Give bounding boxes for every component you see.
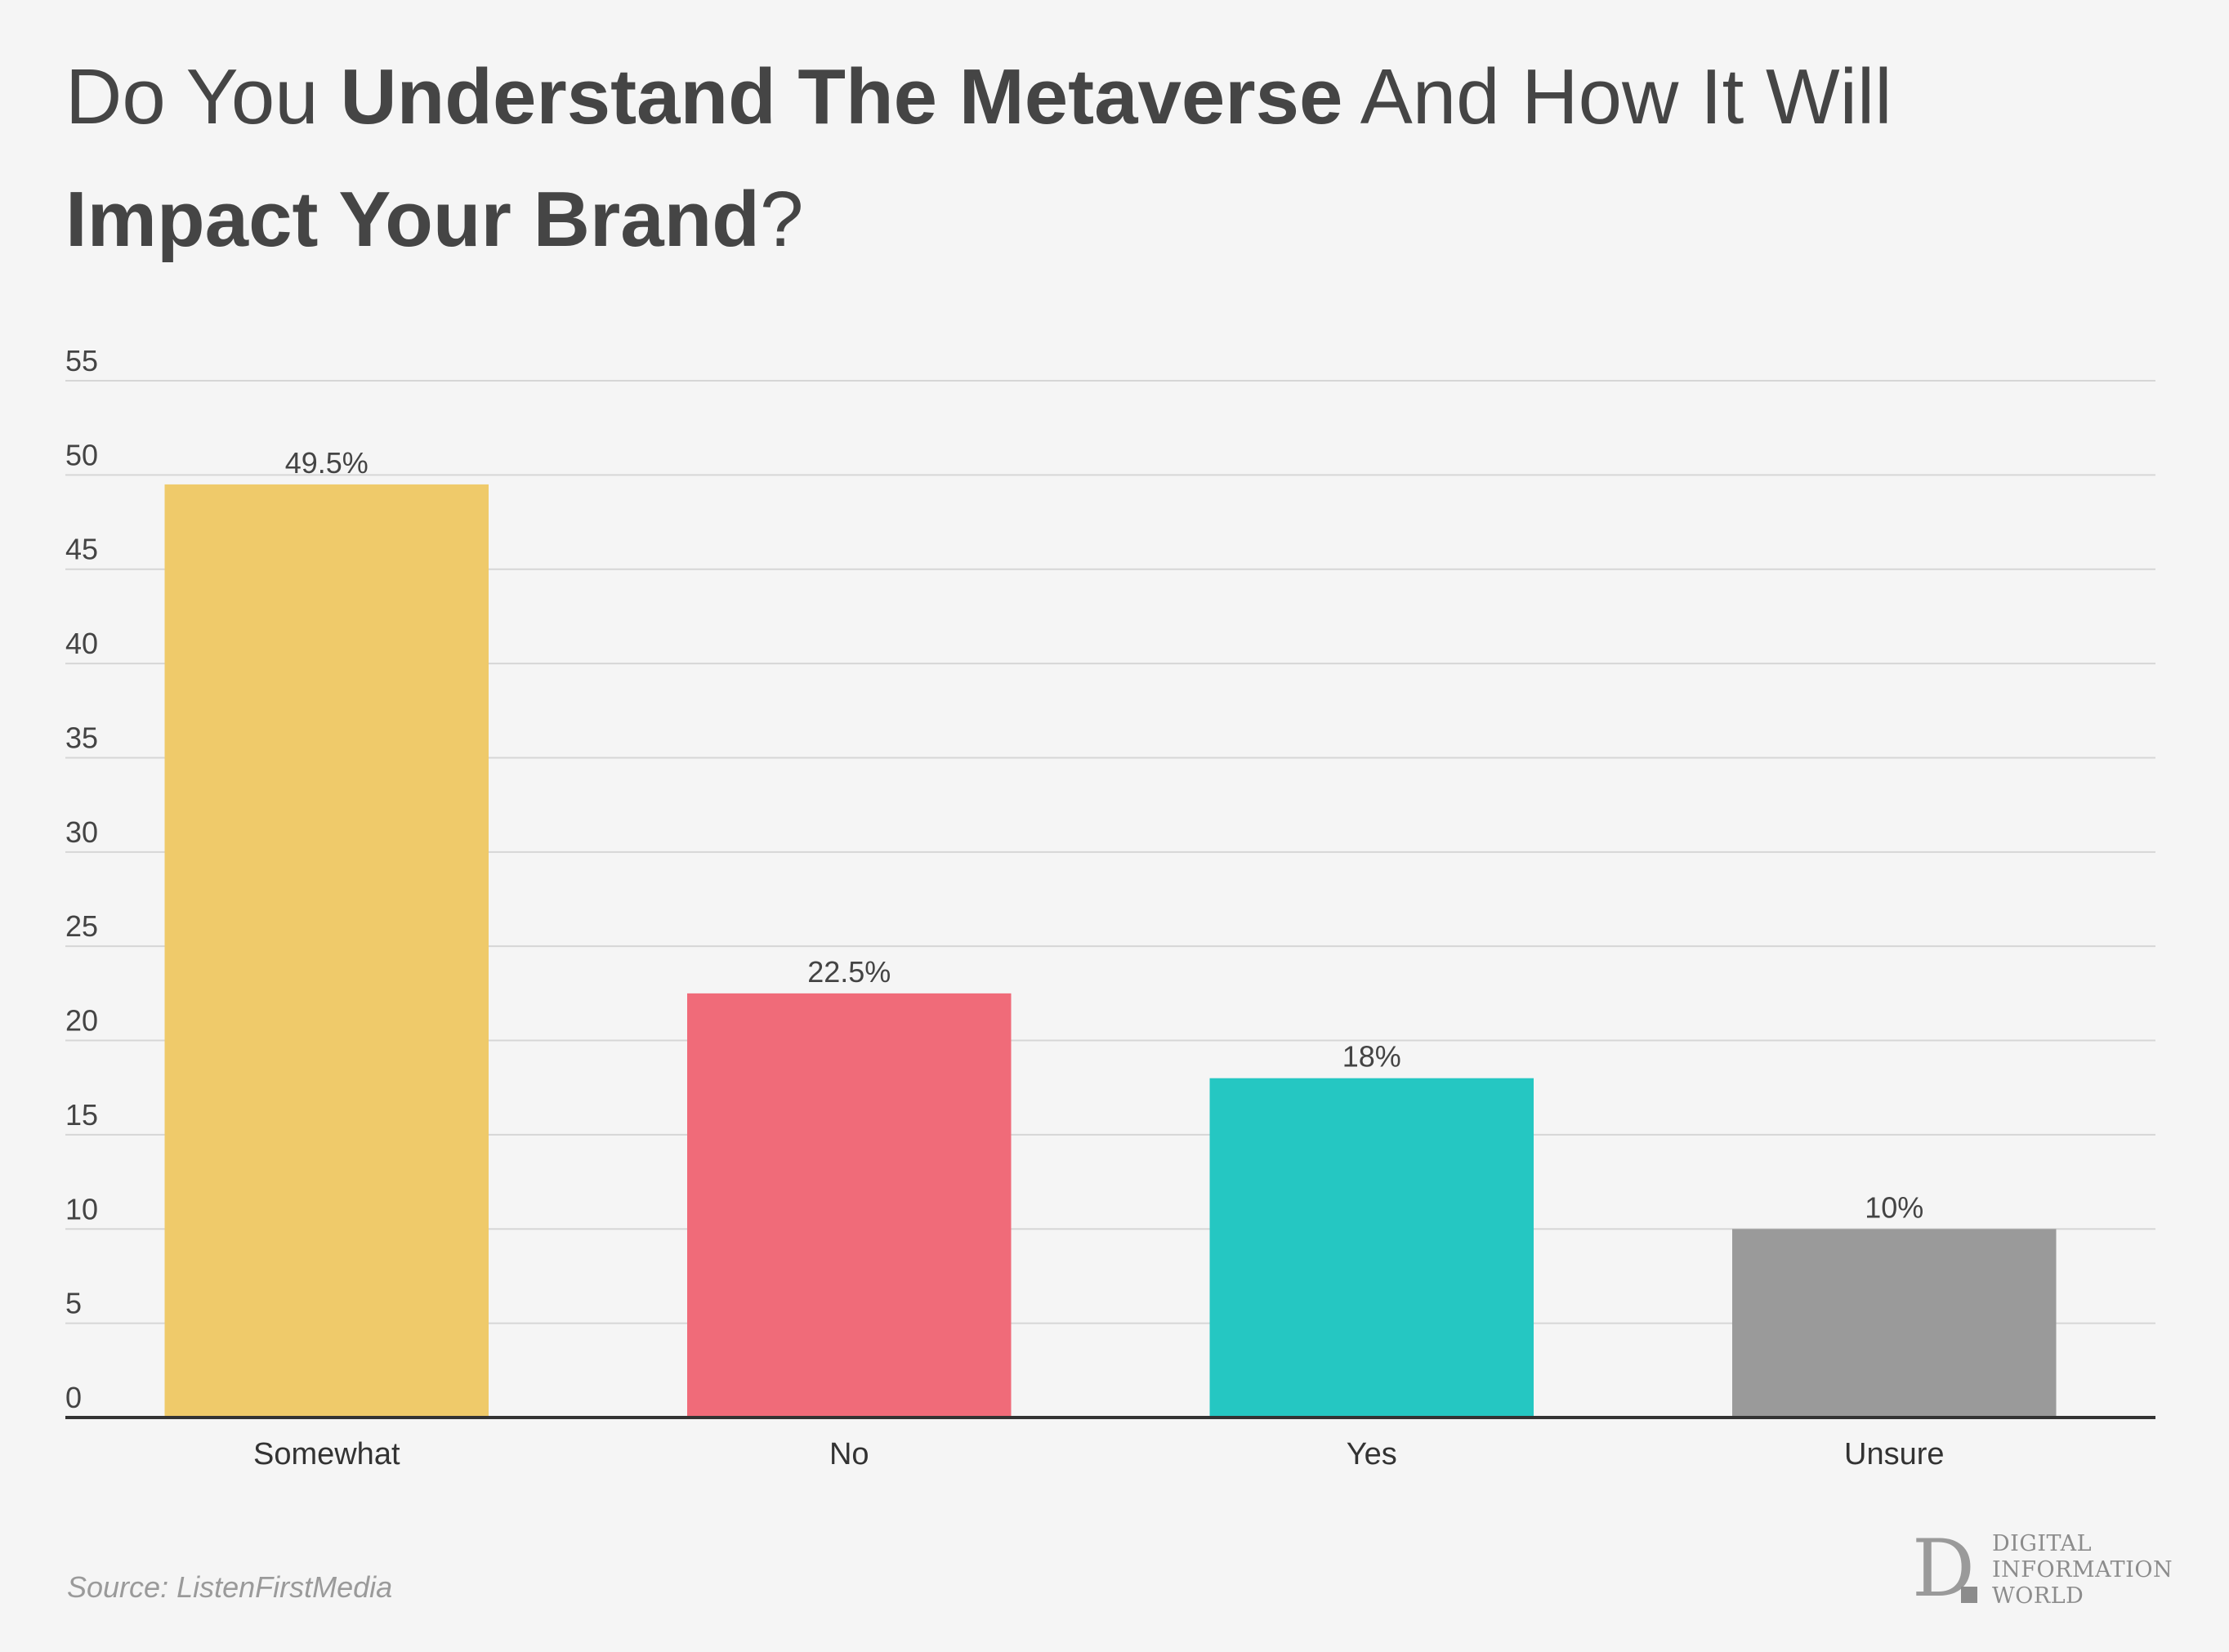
- value-labels: 49.5% 22.5% 18% 10%: [285, 446, 1924, 1224]
- y-tick-label: 5: [65, 1287, 82, 1320]
- y-tick-label: 25: [65, 909, 98, 943]
- y-tick-label: 15: [65, 1098, 98, 1132]
- y-tick-label: 10: [65, 1192, 98, 1226]
- logo-line-1: DIGITAL: [1992, 1531, 2093, 1556]
- value-label-yes: 18%: [1342, 1040, 1401, 1074]
- bar-somewhat: [164, 484, 489, 1418]
- y-tick-label: 0: [65, 1381, 82, 1414]
- x-tick-label-no: No: [829, 1437, 869, 1471]
- title-part-4: Impact Your Brand: [65, 176, 760, 263]
- logo-square-icon: [1961, 1587, 1977, 1603]
- y-tick-label: 45: [65, 533, 98, 566]
- y-axis-ticks: 0 5 10 15 20 25 30 35 40 45 50 55: [65, 344, 98, 1414]
- logo-line-3: WORLD: [1992, 1583, 2084, 1609]
- logo-line-2: INFORMATION: [1992, 1557, 2173, 1583]
- y-tick-label: 50: [65, 438, 98, 471]
- title-part-2: Understand The Metaverse: [340, 53, 1343, 141]
- x-tick-label-somewhat: Somewhat: [253, 1437, 400, 1471]
- bar-no: [687, 993, 1012, 1418]
- y-tick-label: 35: [65, 721, 98, 754]
- y-tick-label: 20: [65, 1004, 98, 1038]
- y-tick-label: 30: [65, 815, 98, 849]
- x-tick-label-unsure: Unsure: [1844, 1437, 1945, 1471]
- value-label-unsure: 10%: [1865, 1190, 1923, 1224]
- chart-title: Do You Understand The Metaverse And How …: [65, 36, 2157, 281]
- x-tick-label-yes: Yes: [1347, 1437, 1397, 1471]
- y-tick-label: 55: [65, 344, 98, 377]
- source-note: Source: ListenFirstMedia: [67, 1570, 393, 1604]
- logo: D DIGITAL INFORMATION WORLD: [1912, 1528, 2173, 1618]
- value-label-no: 22.5%: [807, 955, 891, 989]
- title-part-5: ?: [759, 176, 804, 263]
- x-axis-ticks: Somewhat No Yes Unsure: [253, 1437, 1945, 1471]
- y-tick-label: 40: [65, 627, 98, 660]
- logo-text: DIGITAL INFORMATION WORLD: [1992, 1531, 2173, 1610]
- title-part-1: Do You: [65, 53, 341, 141]
- value-label-somewhat: 49.5%: [285, 446, 369, 480]
- bar-unsure: [1732, 1229, 2057, 1418]
- bars: [164, 484, 2057, 1418]
- title-part-3: And How It Will: [1342, 53, 1892, 141]
- bar-yes: [1209, 1078, 1534, 1418]
